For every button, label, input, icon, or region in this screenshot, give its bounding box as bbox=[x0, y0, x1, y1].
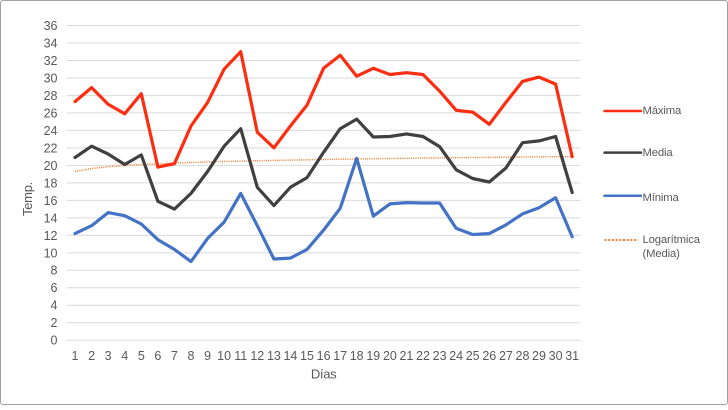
svg-text:14: 14 bbox=[283, 349, 297, 363]
svg-text:16: 16 bbox=[44, 194, 58, 208]
svg-text:17: 17 bbox=[333, 349, 347, 363]
svg-text:6: 6 bbox=[51, 281, 58, 295]
svg-text:23: 23 bbox=[433, 349, 447, 363]
svg-text:9: 9 bbox=[204, 349, 211, 363]
svg-text:0: 0 bbox=[51, 334, 58, 348]
svg-text:28: 28 bbox=[44, 89, 58, 103]
svg-text:8: 8 bbox=[51, 264, 58, 278]
svg-text:6: 6 bbox=[154, 349, 161, 363]
svg-text:14: 14 bbox=[44, 211, 58, 225]
svg-text:25: 25 bbox=[466, 349, 480, 363]
svg-text:Mínima: Mínima bbox=[643, 192, 680, 204]
svg-text:26: 26 bbox=[44, 106, 58, 120]
svg-text:26: 26 bbox=[482, 349, 496, 363]
svg-text:2: 2 bbox=[88, 349, 95, 363]
svg-text:18: 18 bbox=[350, 349, 364, 363]
svg-text:30: 30 bbox=[44, 71, 58, 85]
svg-text:19: 19 bbox=[366, 349, 380, 363]
svg-text:7: 7 bbox=[171, 349, 178, 363]
svg-text:22: 22 bbox=[44, 141, 58, 155]
svg-text:22: 22 bbox=[416, 349, 430, 363]
svg-text:Media: Media bbox=[643, 147, 674, 159]
svg-text:24: 24 bbox=[44, 124, 58, 138]
svg-text:29: 29 bbox=[532, 349, 546, 363]
svg-text:31: 31 bbox=[565, 349, 579, 363]
svg-text:Temp.: Temp. bbox=[20, 182, 35, 216]
svg-text:15: 15 bbox=[300, 349, 314, 363]
svg-text:3: 3 bbox=[105, 349, 112, 363]
svg-text:Logarítmica: Logarítmica bbox=[643, 234, 701, 246]
svg-text:2: 2 bbox=[51, 316, 58, 330]
svg-text:16: 16 bbox=[317, 349, 331, 363]
svg-text:27: 27 bbox=[499, 349, 513, 363]
svg-text:5: 5 bbox=[138, 349, 145, 363]
svg-text:32: 32 bbox=[44, 54, 58, 68]
svg-text:20: 20 bbox=[383, 349, 397, 363]
svg-text:(Media): (Media) bbox=[643, 248, 681, 260]
svg-text:10: 10 bbox=[217, 349, 231, 363]
svg-text:30: 30 bbox=[549, 349, 563, 363]
svg-text:12: 12 bbox=[250, 349, 264, 363]
svg-text:10: 10 bbox=[44, 246, 58, 260]
svg-text:28: 28 bbox=[516, 349, 530, 363]
svg-text:11: 11 bbox=[234, 349, 247, 363]
svg-text:34: 34 bbox=[44, 36, 58, 50]
svg-text:Días: Días bbox=[311, 367, 337, 382]
svg-text:4: 4 bbox=[121, 349, 128, 363]
svg-text:4: 4 bbox=[51, 299, 58, 313]
svg-text:18: 18 bbox=[44, 176, 58, 190]
svg-text:1: 1 bbox=[72, 349, 79, 363]
svg-text:Máxima: Máxima bbox=[643, 105, 683, 117]
svg-text:21: 21 bbox=[399, 349, 413, 363]
svg-text:24: 24 bbox=[449, 349, 463, 363]
svg-text:20: 20 bbox=[44, 159, 58, 173]
svg-text:12: 12 bbox=[44, 229, 58, 243]
svg-text:13: 13 bbox=[267, 349, 281, 363]
svg-text:36: 36 bbox=[44, 19, 58, 33]
svg-text:8: 8 bbox=[188, 349, 195, 363]
